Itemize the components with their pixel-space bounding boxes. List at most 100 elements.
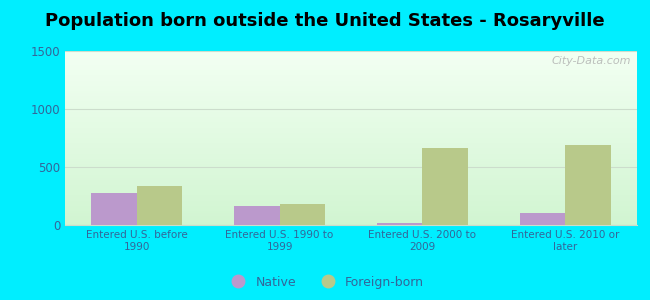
Bar	[65, 108, 637, 110]
Bar	[65, 173, 637, 175]
Bar	[65, 96, 637, 98]
Bar	[65, 100, 637, 101]
Bar	[65, 220, 637, 221]
Bar	[65, 209, 637, 211]
Bar	[65, 103, 637, 105]
Bar	[65, 60, 637, 61]
Bar	[65, 94, 637, 96]
Bar	[65, 70, 637, 72]
Bar	[65, 182, 637, 183]
Legend: Native, Foreign-born: Native, Foreign-born	[221, 271, 429, 294]
Bar	[65, 58, 637, 60]
Bar	[65, 175, 637, 176]
Bar	[234, 206, 280, 225]
Text: Population born outside the United States - Rosaryville: Population born outside the United State…	[46, 12, 605, 30]
Bar	[65, 185, 637, 187]
Bar	[65, 91, 637, 93]
Bar	[65, 169, 637, 171]
Bar	[65, 82, 637, 84]
Bar	[65, 148, 637, 150]
Bar	[65, 89, 637, 91]
Bar	[65, 93, 637, 94]
Bar	[65, 166, 637, 168]
Bar	[65, 119, 637, 121]
Bar	[65, 138, 637, 140]
Bar	[65, 63, 637, 65]
Bar	[65, 176, 637, 178]
Bar	[65, 77, 637, 79]
Bar	[65, 67, 637, 68]
Bar	[65, 129, 637, 131]
Bar	[65, 194, 637, 195]
Bar	[65, 88, 637, 89]
Bar	[65, 178, 637, 180]
Bar	[65, 112, 637, 114]
Bar	[65, 201, 637, 203]
Bar	[65, 131, 637, 133]
Bar	[65, 75, 637, 77]
Bar	[65, 152, 637, 154]
Bar	[65, 84, 637, 86]
Bar	[65, 204, 637, 206]
Bar	[65, 86, 637, 88]
Bar	[65, 140, 637, 142]
Bar	[65, 183, 637, 185]
Bar	[65, 160, 637, 162]
Bar	[65, 197, 637, 199]
Bar	[65, 101, 637, 103]
Bar	[65, 68, 637, 70]
Bar	[65, 121, 637, 122]
Bar	[566, 145, 611, 225]
Bar	[65, 72, 637, 74]
Bar	[65, 150, 637, 152]
Bar	[65, 107, 637, 108]
Bar	[65, 221, 637, 223]
Bar	[65, 55, 637, 56]
Bar	[65, 136, 637, 138]
Bar	[65, 56, 637, 58]
Bar	[65, 98, 637, 100]
Bar	[65, 171, 637, 173]
Bar	[65, 51, 637, 53]
Bar	[65, 74, 637, 75]
Bar	[65, 142, 637, 143]
Bar	[65, 81, 637, 82]
Bar	[65, 117, 637, 119]
Bar	[65, 133, 637, 134]
Bar	[65, 223, 637, 225]
Bar	[65, 202, 637, 204]
Bar	[65, 155, 637, 157]
Bar	[65, 206, 637, 208]
Bar	[280, 203, 325, 225]
Bar	[65, 105, 637, 107]
Bar	[65, 154, 637, 155]
Bar	[65, 128, 637, 129]
Bar	[65, 126, 637, 127]
Bar	[65, 79, 637, 81]
Text: City-Data.com: City-Data.com	[552, 56, 631, 66]
Bar	[65, 134, 637, 136]
Bar	[65, 208, 637, 209]
Bar	[91, 193, 136, 225]
Bar	[65, 157, 637, 159]
Bar	[65, 190, 637, 192]
Bar	[65, 213, 637, 214]
Bar	[65, 218, 637, 220]
Bar	[65, 180, 637, 182]
Bar	[65, 65, 637, 67]
Bar	[65, 147, 637, 148]
Bar	[65, 122, 637, 124]
Bar	[65, 192, 637, 194]
Bar	[65, 214, 637, 216]
Bar	[65, 195, 637, 197]
Bar	[65, 114, 637, 116]
Bar	[136, 186, 183, 225]
Bar	[65, 211, 637, 213]
Bar	[65, 145, 637, 147]
Bar	[65, 199, 637, 201]
Bar	[65, 116, 637, 117]
Bar	[65, 188, 637, 190]
Bar	[65, 216, 637, 218]
Bar	[65, 110, 637, 112]
Bar	[65, 124, 637, 126]
